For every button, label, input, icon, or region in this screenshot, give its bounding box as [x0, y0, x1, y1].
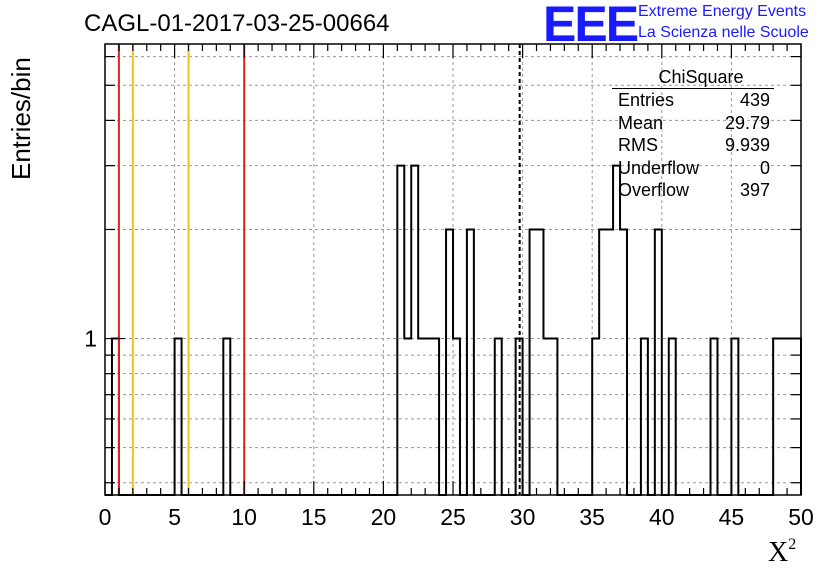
stats-value: 0	[759, 157, 770, 178]
y-tick-label: 1	[84, 326, 97, 352]
stats-key: Mean	[618, 112, 664, 133]
x-tick-label: 45	[719, 504, 745, 530]
logo-line-1: Extreme Energy Events	[638, 3, 807, 20]
x-tick-label: 5	[168, 504, 181, 530]
x-axis-label-base: X	[768, 537, 789, 568]
stats-row-entries: Entries 439	[612, 89, 774, 112]
eee-logo: EEE	[543, 0, 639, 52]
stats-value: 9.939	[724, 135, 770, 155]
stats-box: ChiSquare Entries 439 Mean 29.79 RMS 9.9…	[612, 66, 774, 202]
stats-row-mean: Mean 29.79	[612, 112, 774, 135]
histogram-outline	[105, 164, 802, 496]
stats-key: Overflow	[618, 180, 690, 200]
x-axis-label-superscript: 2	[788, 536, 797, 553]
stats-row-rms: RMS 9.939	[612, 134, 774, 157]
chart-title: CAGL-01-2017-03-25-00664	[84, 10, 390, 37]
stats-value: 29.79	[724, 112, 770, 133]
x-tick-label: 50	[788, 504, 814, 530]
stats-key: Entries	[618, 90, 675, 110]
x-axis-label: X2	[768, 536, 796, 569]
x-tick-label: 0	[99, 504, 112, 530]
histogram-bars	[105, 164, 802, 496]
stats-key: RMS	[618, 135, 658, 155]
reference-lines	[117, 44, 521, 495]
x-tick-label: 15	[301, 504, 327, 530]
x-tick-label: 25	[440, 504, 466, 530]
stats-row-overflow: Overflow 397	[612, 179, 774, 202]
x-tick-label: 30	[510, 504, 536, 530]
logo-line-2: La Scienza nelle Scuole	[638, 24, 809, 41]
x-tick-label: 20	[371, 504, 397, 530]
x-tick-label: 40	[649, 504, 675, 530]
stats-value: 397	[739, 180, 770, 200]
x-tick-label: 35	[579, 504, 605, 530]
stats-title: ChiSquare	[612, 66, 774, 89]
stats-row-underflow: Underflow 0	[612, 157, 774, 180]
stats-value: 439	[739, 90, 770, 110]
axis-ticks: 0 5 10 15 20 25 30 35 40 45 50 1	[84, 44, 814, 530]
x-tick-label: 10	[231, 504, 257, 530]
stats-key: Underflow	[618, 157, 700, 178]
y-axis-label: Entries/bin	[6, 57, 36, 180]
